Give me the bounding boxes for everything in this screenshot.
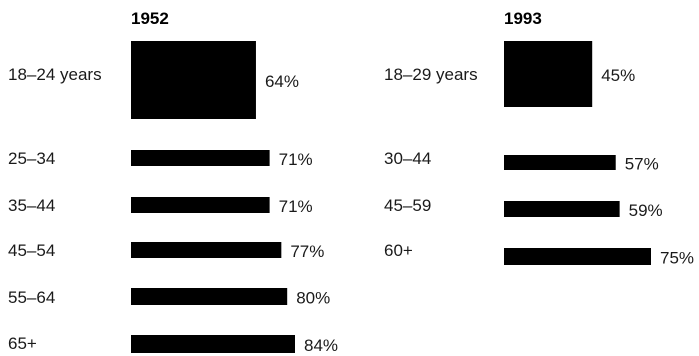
category-label-18-29: 18–29 years [384,65,478,84]
panel-title-1993: 1993 [504,9,542,28]
value-label-1952-65plus: 84% [304,336,338,355]
value-label-1952-45-54: 77% [290,242,324,261]
value-label-1952-25-34: 71% [279,150,313,169]
value-label-1952-55-64: 80% [296,289,330,308]
value-label-1993-30-44: 57% [625,155,659,174]
category-label-60plus: 60+ [384,241,413,260]
bar-1993-30-44 [504,155,616,170]
panel-1952: 1952 18–24 years 64% 25–34 71% 35–44 71%… [8,9,338,355]
category-label-35-44: 35–44 [8,196,55,215]
category-label-25-34: 25–34 [8,149,55,168]
value-label-1952-35-44: 71% [279,197,313,216]
category-label-65plus: 65+ [8,334,37,353]
category-label-45-59: 45–59 [384,196,431,215]
bar-1952-45-54 [131,242,282,258]
category-label-55-64: 55–64 [8,288,55,307]
value-label-1993-60plus: 75% [660,249,694,268]
bar-1952-25-34 [131,150,270,166]
panel-title-1952: 1952 [131,9,169,28]
value-label-1993-45-59: 59% [629,201,663,220]
category-label-18-24: 18–24 years [8,65,102,84]
bar-1993-45-59 [504,201,620,217]
value-label-1993-18-29: 45% [601,66,635,85]
bar-1952-35-44 [131,197,270,213]
bar-1993-18-29 [504,41,593,107]
bar-1993-60plus [504,248,651,265]
value-label-1952-18-24: 64% [265,72,299,91]
category-label-30-44: 30–44 [384,149,431,168]
category-label-45-54: 45–54 [8,241,55,260]
bar-1952-55-64 [131,288,288,305]
bar-1952-65plus [131,335,295,353]
panel-1993: 1993 18–29 years 45% 30–44 57% 45–59 59%… [384,9,694,268]
bar-1952-18-24 [131,41,256,119]
